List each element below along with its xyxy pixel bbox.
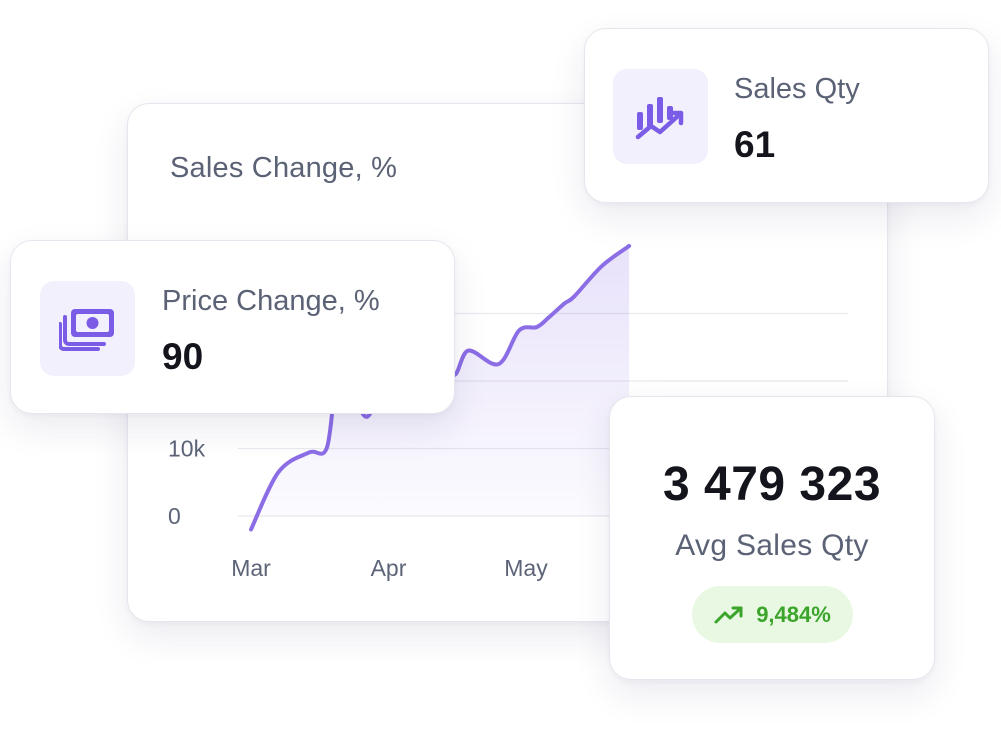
avg-sales-card: 3 479 323 Avg Sales Qty 9,484% xyxy=(609,396,935,680)
money-icon xyxy=(58,308,114,351)
avg-sales-value: 3 479 323 xyxy=(662,458,882,511)
sales-qty-card: Sales Qty 61 xyxy=(584,28,989,203)
x-tick-label: May xyxy=(504,555,548,581)
x-tick-label: Mar xyxy=(231,555,271,581)
avg-sales-label: Avg Sales Qty xyxy=(675,529,869,562)
growth-badge-text: 9,484% xyxy=(756,601,831,627)
trend-up-icon xyxy=(714,606,743,623)
y-tick-label: 0 xyxy=(168,503,181,529)
sales-qty-value: 61 xyxy=(734,124,776,165)
price-change-value: 90 xyxy=(162,336,204,377)
sales-qty-label: Sales Qty xyxy=(734,73,860,105)
x-tick-label: Apr xyxy=(371,555,407,581)
price-change-card: Price Change, % 90 xyxy=(10,240,455,414)
sales-qty-icon-box xyxy=(613,69,708,164)
growth-badge: 9,484% xyxy=(692,586,853,643)
price-change-label: Price Change, % xyxy=(162,285,380,317)
y-tick-label: 10k xyxy=(168,436,206,462)
price-icon-box xyxy=(40,281,135,376)
chart-title: Sales Change, % xyxy=(170,152,398,184)
chart-growth-icon xyxy=(635,96,683,139)
